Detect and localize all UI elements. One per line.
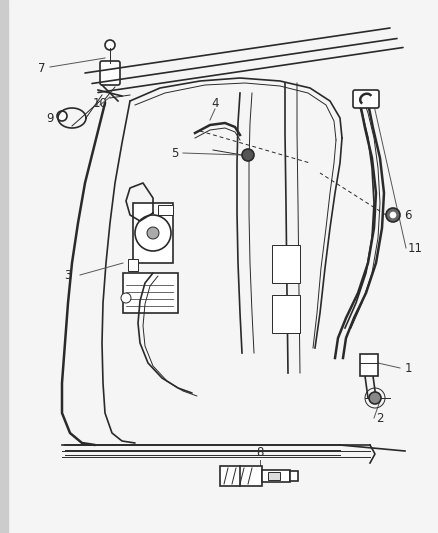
Text: 4: 4 <box>211 96 218 109</box>
Circle shape <box>57 111 67 121</box>
FancyBboxPatch shape <box>100 61 120 85</box>
Circle shape <box>147 227 159 239</box>
Text: 8: 8 <box>256 447 263 459</box>
Bar <box>0 0 8 533</box>
Bar <box>267 472 279 480</box>
Circle shape <box>135 215 171 251</box>
Circle shape <box>121 293 131 303</box>
Bar <box>261 470 290 482</box>
Text: 9: 9 <box>46 111 53 125</box>
Bar <box>272 245 299 283</box>
Bar <box>128 259 138 271</box>
Circle shape <box>385 208 399 222</box>
Text: 6: 6 <box>403 208 411 222</box>
Bar <box>158 205 173 215</box>
Text: 11: 11 <box>406 241 421 254</box>
Text: 10: 10 <box>92 96 107 109</box>
Bar <box>359 354 377 376</box>
Text: 2: 2 <box>375 411 383 424</box>
FancyBboxPatch shape <box>352 90 378 108</box>
Bar <box>219 466 261 486</box>
Text: 3: 3 <box>64 269 71 281</box>
Circle shape <box>105 40 115 50</box>
Bar <box>290 471 297 481</box>
Circle shape <box>241 149 254 161</box>
Text: 1: 1 <box>403 361 411 375</box>
Bar <box>123 273 177 313</box>
Bar <box>272 295 299 333</box>
Text: 5: 5 <box>171 147 178 159</box>
Text: 7: 7 <box>38 61 46 75</box>
Circle shape <box>368 392 380 404</box>
Bar <box>133 203 173 263</box>
Circle shape <box>389 212 395 218</box>
